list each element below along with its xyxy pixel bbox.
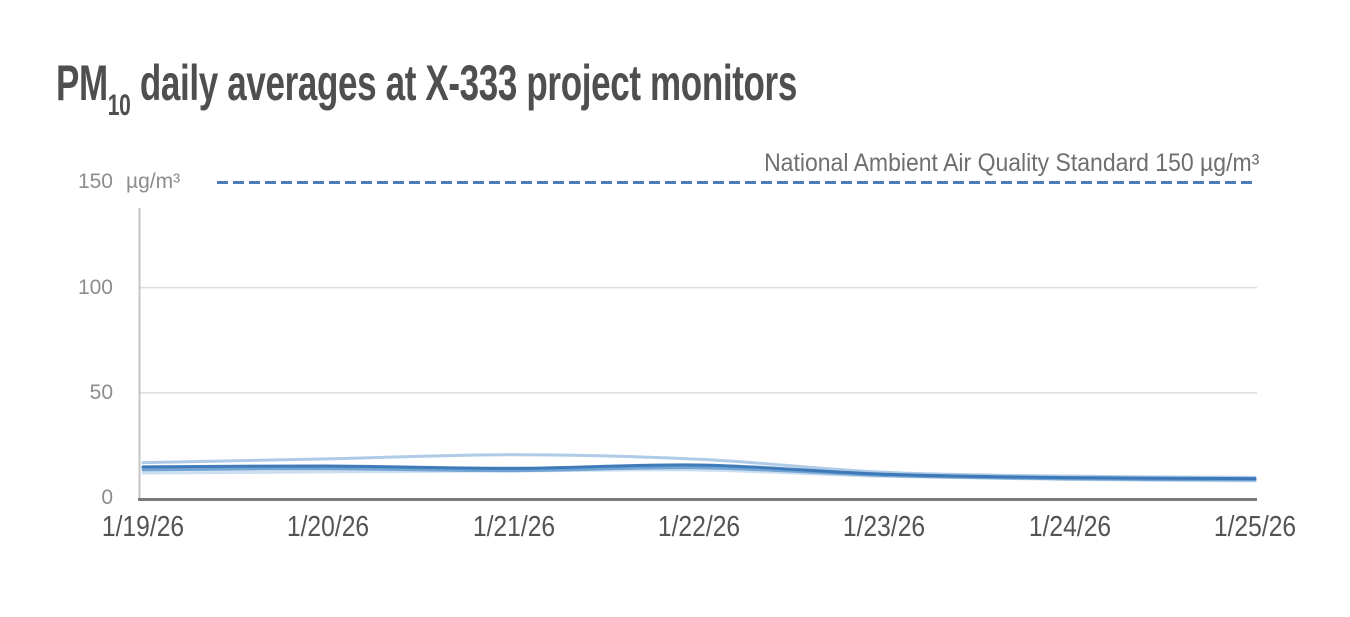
x-axis-tick-2: 1/20/26 (286, 511, 370, 543)
x-axis-tick-1: 1/19/26 (101, 511, 185, 543)
y-axis-unit-label: µg/m³ (126, 170, 181, 193)
chart-title-subscript: 10 (107, 89, 131, 122)
standard-line-annotation: National Ambient Air Quality Standard 15… (763, 149, 1259, 177)
chart-title: PM10 daily averages at X-333 project mon… (56, 55, 797, 121)
chart-title-prefix: PM (56, 55, 108, 111)
y-axis-tick-0: 0 (101, 486, 113, 509)
y-axis-tick-100: 100 (77, 276, 113, 299)
series-line-5 (141, 463, 1257, 481)
x-axis-tick-5: 1/23/26 (842, 511, 926, 543)
y-axis-tick-150: 150 (77, 170, 113, 193)
x-axis-tick-4: 1/22/26 (657, 511, 741, 543)
x-axis-tick-7: 1/25/26 (1213, 511, 1297, 543)
chart-title-rest: daily averages at X-333 project monitors (130, 55, 797, 111)
x-axis-tick-6: 1/24/26 (1028, 511, 1112, 543)
y-axis-tick-50: 50 (89, 381, 113, 404)
x-axis-tick-3: 1/21/26 (472, 511, 556, 543)
